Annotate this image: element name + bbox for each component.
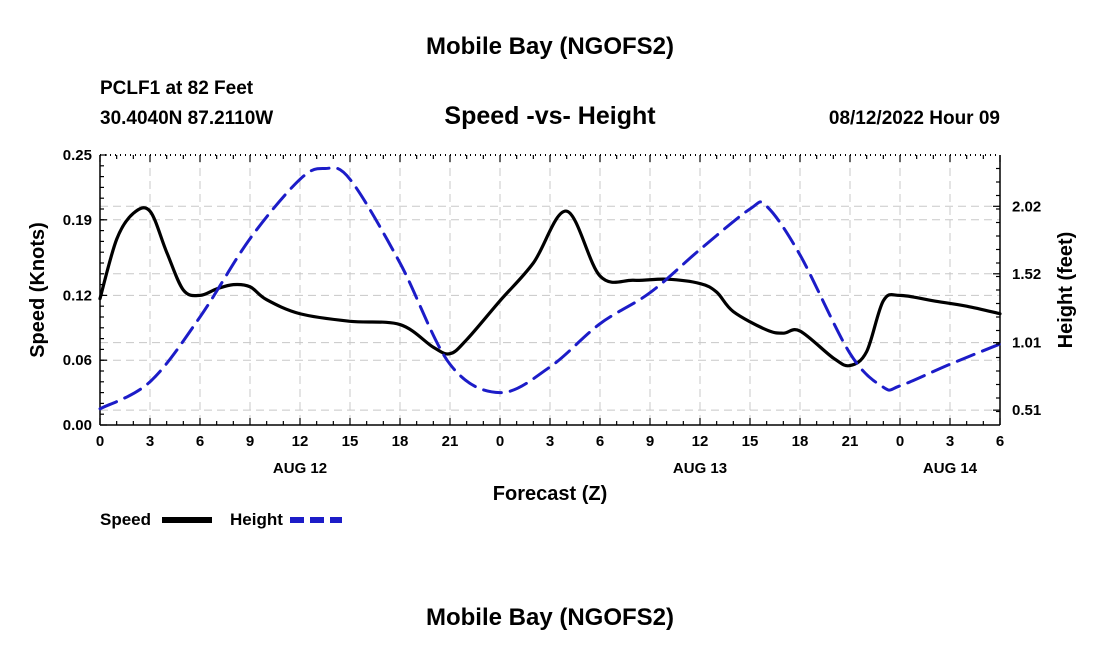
axis-ticks: 0 3 6 9 12 15 18 21 0 3 6 9 12 15 18 21 0 3 6 AUG 12 AUG 13 A…: [63, 147, 1041, 477]
y2-tick-label: 0.51: [1012, 402, 1041, 419]
x-tick-label: 3: [546, 433, 554, 450]
chart-title: Speed -vs- Height: [444, 102, 656, 130]
series-line-speed: [98, 206, 1002, 368]
y2-axis-label: Height (feet): [1055, 232, 1077, 349]
x-tick-label: 18: [792, 433, 809, 450]
y2-tick-label: 1.52: [1012, 266, 1041, 283]
legend-height-label: Height: [230, 510, 283, 529]
grid-lines: [100, 155, 1000, 425]
date-label: AUG 14: [923, 460, 978, 477]
legend-speed-label: Speed: [100, 510, 151, 529]
x-tick-label: 21: [842, 433, 859, 450]
x-tick-label: 3: [946, 433, 954, 450]
y-tick-label: 0.12: [63, 287, 92, 304]
date-label: AUG 13: [673, 460, 727, 477]
x-tick-label: 9: [646, 433, 654, 450]
x-tick-label: 6: [596, 433, 604, 450]
coords-label: 30.4040N 87.2110W: [100, 108, 273, 129]
timestamp-label: 08/12/2022 Hour 09: [829, 108, 1000, 129]
x-tick-label: 0: [96, 433, 104, 450]
y-axis-label: Speed (Knots): [27, 222, 49, 358]
y-tick-label: 0.25: [63, 147, 92, 164]
date-label: AUG 12: [273, 460, 327, 477]
y-tick-label: 0.19: [63, 212, 92, 229]
legend: Speed Height: [100, 510, 342, 529]
page-title-bottom: Mobile Bay (NGOFS2): [426, 604, 674, 631]
station-label: PCLF1 at 82 Feet: [100, 78, 254, 99]
x-tick-label: 21: [442, 433, 459, 450]
series-line-height: [98, 166, 1002, 411]
page-title-top: Mobile Bay (NGOFS2): [426, 33, 674, 60]
x-tick-label: 0: [496, 433, 504, 450]
x-tick-label: 12: [692, 433, 709, 450]
x-tick-label: 6: [996, 433, 1004, 450]
x-tick-label: 12: [292, 433, 309, 450]
x-tick-label: 9: [246, 433, 254, 450]
x-axis-label: Forecast (Z): [493, 483, 607, 505]
y-tick-label: 0.00: [63, 417, 92, 434]
y2-tick-label: 2.02: [1012, 198, 1041, 215]
y-tick-label: 0.06: [63, 352, 92, 369]
series-lines: [98, 166, 1002, 411]
x-tick-label: 15: [742, 433, 759, 450]
x-tick-label: 3: [146, 433, 154, 450]
y2-tick-label: 1.01: [1012, 335, 1041, 352]
x-tick-label: 6: [196, 433, 204, 450]
x-tick-label: 0: [896, 433, 904, 450]
x-tick-label: 15: [342, 433, 359, 450]
x-tick-label: 18: [392, 433, 409, 450]
